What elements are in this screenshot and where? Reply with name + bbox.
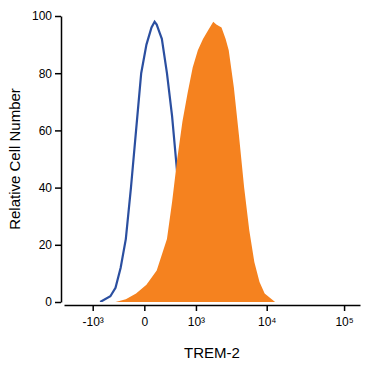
y-axis: 0 20 40 60 80 100	[32, 9, 62, 309]
y-tick-mark	[55, 130, 61, 132]
x-axis: -10³ 0 10³ 10⁴ 10⁵	[65, 305, 361, 329]
y-tick: 40	[39, 181, 61, 195]
x-tick-mark	[266, 305, 268, 311]
x-tick-label: 10⁴	[258, 315, 277, 329]
x-tick-label: 10³	[188, 315, 205, 329]
plot: -10³ 0 10³ 10⁴ 10⁵ 0 20 40 60 80 100	[32, 9, 361, 329]
y-tick: 100	[32, 9, 61, 23]
x-tick-label: -10³	[83, 315, 104, 329]
y-tick-label: 80	[39, 67, 53, 81]
y-tick-label: 100	[32, 9, 52, 23]
x-tick-mark	[92, 305, 94, 311]
x-axis-title: TREM-2	[184, 344, 240, 361]
x-tick-mark	[344, 305, 346, 311]
y-tick-label: 0	[45, 295, 52, 309]
x-tick: 0	[141, 305, 148, 329]
y-tick-mark	[55, 245, 61, 247]
y-tick: 60	[39, 124, 61, 138]
y-tick-label: 40	[39, 181, 53, 195]
marks	[100, 22, 275, 302]
x-axis-line	[65, 305, 361, 307]
y-tick-label: 60	[39, 124, 53, 138]
x-tick: -10³	[83, 305, 104, 329]
y-tick: 20	[39, 238, 61, 252]
y-tick-mark	[55, 302, 61, 304]
y-axis-title: Relative Cell Number	[6, 88, 23, 230]
x-tick-mark	[196, 305, 198, 311]
x-tick: 10⁵	[335, 305, 353, 329]
x-tick: 10³	[188, 305, 205, 329]
y-tick-mark	[55, 73, 61, 75]
y-tick: 80	[39, 67, 61, 81]
y-tick: 0	[45, 295, 61, 309]
y-tick-mark	[55, 187, 61, 189]
x-tick-label: 10⁵	[335, 315, 353, 329]
y-tick-label: 20	[39, 238, 53, 252]
y-axis-line	[61, 17, 63, 303]
x-tick-label: 0	[141, 315, 148, 329]
x-tick-mark	[144, 305, 146, 311]
chart: -10³ 0 10³ 10⁴ 10⁵ 0 20 40 60 80 100 TREM-2 Relative…	[0, 0, 370, 372]
x-tick: 10⁴	[258, 305, 277, 329]
y-tick-mark	[55, 16, 61, 18]
histogram-area	[116, 22, 276, 302]
